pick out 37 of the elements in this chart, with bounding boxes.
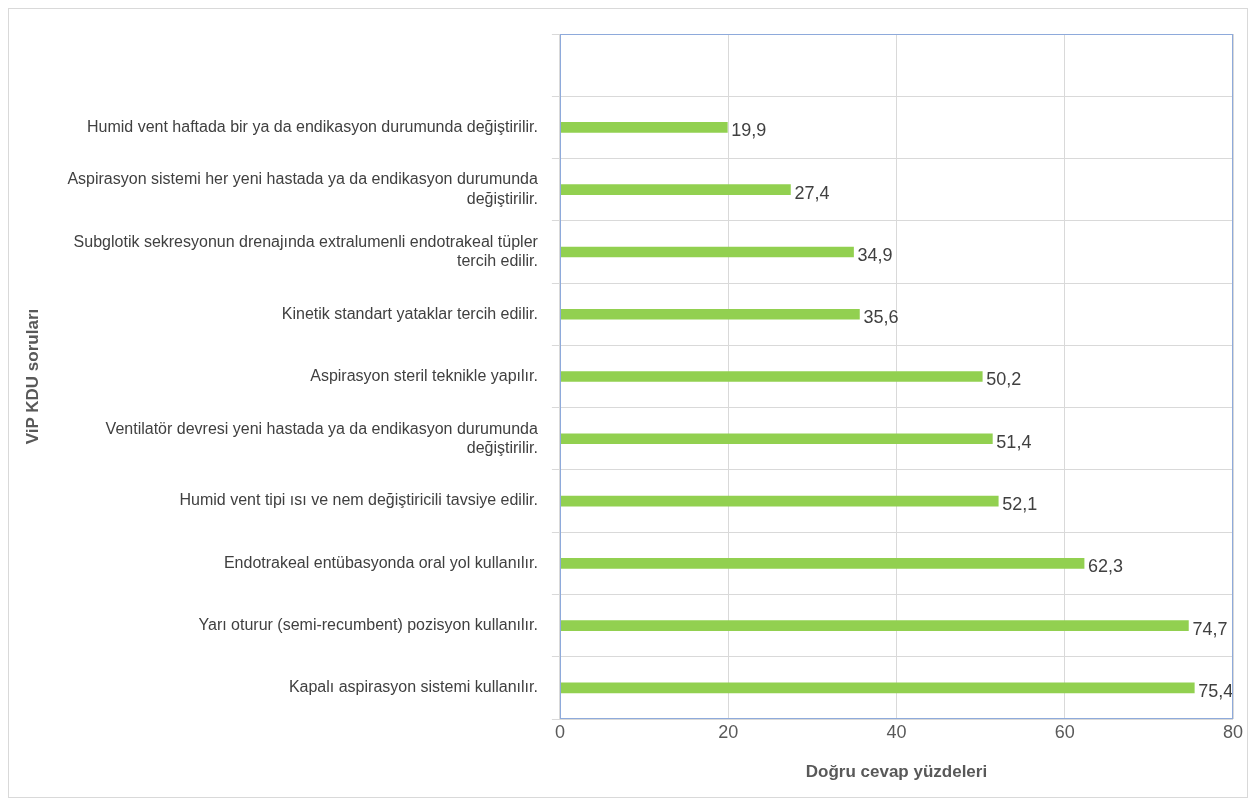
y-tick-label: Humid vent haftada bir ya da endikasyon durumunda değiştirilir.	[86, 117, 538, 135]
x-tick-label: 20	[718, 721, 739, 742]
bar	[560, 495, 999, 507]
bar	[560, 557, 1085, 569]
y-tick-label: Aspirasyon steril teknikle yapılır.	[310, 366, 538, 384]
y-tick-label: Subglotik sekresyonun drenajında extralumenli endotrakeal tüpler tercih edilir.	[73, 232, 539, 269]
y-tick-label: Aspirasyon sistemi her yeni hastada ya da endikasyon durumunda değiştirilir.	[67, 170, 538, 207]
data-label: 34,9	[857, 244, 893, 265]
bar	[560, 246, 854, 258]
y-tick-label: Endotrakeal entübasyonda oral yol kullanılır.	[223, 553, 538, 571]
data-label: 50,2	[986, 369, 1022, 390]
x-tick-label: 60	[1054, 721, 1075, 742]
x-tick-label: 0	[554, 721, 565, 742]
bar	[560, 122, 728, 133]
bar	[560, 371, 983, 382]
x-tick-label: 40	[886, 721, 907, 742]
y-tick-label: Kapalı aspirasyon sistemi kullanılır.	[288, 678, 538, 696]
data-label: 62,3	[1088, 556, 1124, 577]
data-label: 19,9	[731, 120, 767, 141]
x-tick-label: 80	[1222, 721, 1244, 742]
bar	[560, 184, 791, 196]
data-label: 51,4	[996, 431, 1032, 452]
data-label: 52,1	[1002, 494, 1038, 515]
bar	[560, 433, 993, 445]
y-tick-label: Humid vent tipi ısı ve nem değiştiricili tavsiye edilir.	[179, 491, 538, 509]
y-tick-label: Ventilatör devresi yeni hastada ya da endikasyon durumunda değiştirilir.	[105, 419, 538, 456]
bar	[560, 308, 860, 320]
data-label: 75,4	[1198, 680, 1234, 701]
data-label: 74,7	[1192, 618, 1228, 639]
y-tick-label: Yarı oturur (semi-recumbent) pozisyon kullanılır.	[198, 616, 538, 633]
bar	[560, 620, 1189, 631]
x-axis-title: Doğru cevap yüzdeleri	[805, 762, 988, 782]
data-label: 27,4	[794, 182, 830, 203]
bar	[560, 682, 1195, 694]
data-label: 35,6	[863, 307, 899, 328]
y-tick-label: Kinetik standart yataklar tercih edilir.	[281, 304, 538, 322]
y-axis-title: ViP KDU soruları	[22, 308, 42, 445]
